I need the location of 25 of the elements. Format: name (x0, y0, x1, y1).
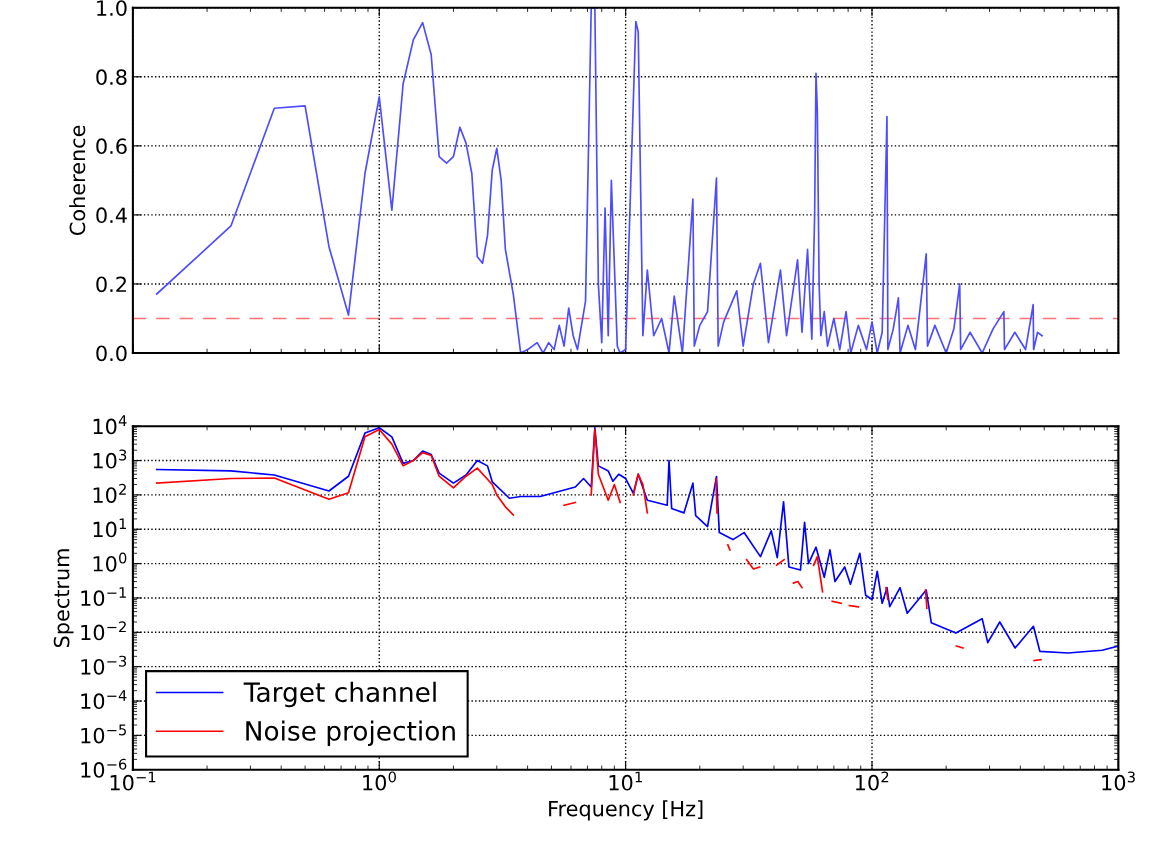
y-tick-label: 0.4 (96, 207, 127, 224)
legend-label: Target channel (243, 681, 436, 708)
y-axis-title: Coherence (69, 125, 86, 236)
y-tick-label: 0.6 (96, 138, 127, 155)
y-tick-label: 0.2 (96, 276, 126, 293)
y-tick-label: 10$^{3}$ (93, 449, 127, 469)
legend-label: Noise projection (246, 720, 455, 746)
x-tick-label: 10$^{0}$ (363, 771, 396, 791)
x-tick-label: 10$^{1}$ (609, 771, 642, 791)
y-axis-title: Spectrum (53, 549, 74, 648)
y-tick-label: 10$^{−1}$ (81, 587, 126, 607)
y-tick-label: 10$^{0}$ (93, 552, 127, 572)
y-tick-label: 10$^{−5}$ (81, 724, 126, 744)
y-tick-label: 0.8 (96, 69, 127, 86)
y-tick-label: 10$^{1}$ (93, 518, 126, 538)
x-tick-label: 10$^{3}$ (1102, 771, 1135, 791)
x-tick-label: 10$^{2}$ (855, 771, 889, 791)
y-tick-label: 10$^{−3}$ (81, 655, 127, 675)
y-tick-label: 10$^{−4}$ (81, 690, 127, 710)
y-tick-label: 0.0 (96, 345, 127, 362)
x-axis-title: Frequency [Hz] (549, 800, 703, 821)
y-tick-label: 1.0 (97, 0, 127, 16)
y-tick-label: 10$^{2}$ (93, 483, 126, 503)
y-tick-label: 10$^{4}$ (93, 415, 127, 435)
y-tick-label: 10$^{−2}$ (81, 621, 126, 641)
